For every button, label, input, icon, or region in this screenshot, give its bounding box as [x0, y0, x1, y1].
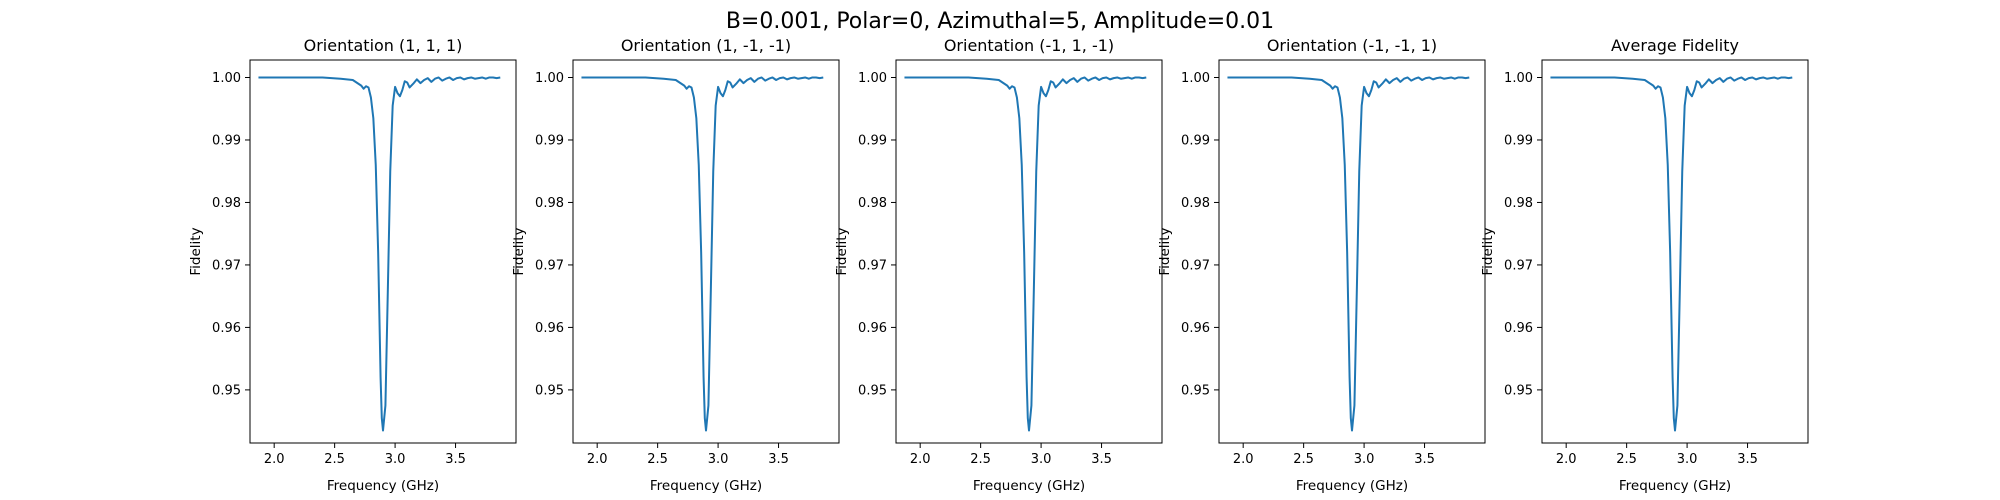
y-tick-label: 0.96 [1181, 321, 1210, 336]
fidelity-series-line [581, 76, 824, 432]
fidelity-series-line [258, 76, 501, 432]
x-axis-label: Frequency (GHz) [650, 478, 762, 494]
y-tick-label: 0.99 [1181, 133, 1210, 148]
subplot-3: Orientation (-1, 1, -1) 2.0 2.5 3.0 3.5 0.95 0… [834, 36, 1163, 494]
fidelity-series-line [1227, 76, 1470, 432]
axes-frame [1541, 59, 1809, 444]
x-tick-label: 2.5 [324, 452, 345, 467]
x-axis-label: Frequency (GHz) [1619, 478, 1731, 494]
y-tick-label: 0.95 [212, 383, 241, 398]
y-tick-label: 0.95 [535, 383, 564, 398]
x-tick-label: 3.0 [1677, 452, 1698, 467]
y-tick-label: 0.98 [1181, 196, 1210, 211]
y-tick-label: 0.96 [858, 321, 887, 336]
subplot-panels: Orientation (1, 1, 1) 2.0 2.5 3.0 3.5 0.95 0.9… [188, 36, 1809, 494]
y-tick-label: 0.97 [535, 258, 564, 273]
axes-frame [895, 59, 1163, 444]
x-axis-label: Frequency (GHz) [1296, 478, 1408, 494]
y-axis-label: Fidelity [834, 227, 850, 275]
y-tick-label: 0.99 [1504, 133, 1533, 148]
y-tick-label: 0.97 [1504, 258, 1533, 273]
y-tick-label: 0.97 [212, 258, 241, 273]
y-tick-label: 1.00 [1504, 71, 1533, 86]
figure-suptitle: B=0.001, Polar=0, Azimuthal=5, Amplitude… [726, 9, 1274, 34]
axes-frame [572, 59, 840, 444]
y-tick-label: 1.00 [1181, 71, 1210, 86]
y-axis-label: Fidelity [511, 227, 527, 275]
x-tick-label: 3.5 [445, 452, 466, 467]
y-tick-label: 0.98 [1504, 196, 1533, 211]
subplot-title: Orientation (1, 1, 1) [304, 36, 463, 55]
y-tick-label: 0.99 [858, 133, 887, 148]
x-tick-label: 3.0 [1031, 452, 1052, 467]
fidelity-series-line [904, 76, 1147, 432]
x-tick-label: 2.0 [1556, 452, 1577, 467]
y-tick-label: 0.99 [212, 133, 241, 148]
y-tick-label: 0.96 [212, 321, 241, 336]
y-tick-label: 0.95 [1504, 383, 1533, 398]
x-tick-label: 2.0 [1233, 452, 1254, 467]
subplot-5: Average Fidelity 2.0 2.5 3.0 3.5 0.95 0.96 0.97… [1480, 36, 1809, 494]
y-tick-label: 0.97 [1181, 258, 1210, 273]
subplot-4: Orientation (-1, -1, 1) 2.0 2.5 3.0 3.5 0.95 0… [1157, 36, 1486, 494]
x-tick-label: 2.5 [1293, 452, 1314, 467]
fidelity-series-line [1550, 76, 1793, 432]
x-tick-label: 2.5 [647, 452, 668, 467]
subplot-title: Average Fidelity [1611, 36, 1739, 55]
x-tick-label: 2.0 [587, 452, 608, 467]
axes-frame [249, 59, 517, 444]
x-tick-label: 2.5 [1616, 452, 1637, 467]
y-tick-label: 0.98 [535, 196, 564, 211]
x-tick-label: 2.5 [970, 452, 991, 467]
x-tick-label: 3.5 [1737, 452, 1758, 467]
y-tick-label: 0.99 [535, 133, 564, 148]
y-tick-label: 0.96 [535, 321, 564, 336]
y-tick-label: 0.95 [858, 383, 887, 398]
x-tick-label: 3.0 [385, 452, 406, 467]
x-tick-label: 3.5 [1414, 452, 1435, 467]
y-tick-label: 0.95 [1181, 383, 1210, 398]
subplot-title: Orientation (1, -1, -1) [621, 36, 791, 55]
subplot-title: Orientation (-1, 1, -1) [944, 36, 1114, 55]
y-tick-label: 1.00 [212, 71, 241, 86]
y-axis-label: Fidelity [1157, 227, 1173, 275]
x-tick-label: 3.5 [768, 452, 789, 467]
subplot-1: Orientation (1, 1, 1) 2.0 2.5 3.0 3.5 0.95 0.9… [188, 36, 517, 494]
axes-frame [1218, 59, 1486, 444]
y-tick-label: 1.00 [858, 71, 887, 86]
x-axis-label: Frequency (GHz) [973, 478, 1085, 494]
y-axis-label: Fidelity [188, 227, 204, 275]
y-tick-label: 0.96 [1504, 321, 1533, 336]
y-axis-label: Fidelity [1480, 227, 1496, 275]
y-tick-label: 1.00 [535, 71, 564, 86]
subplot-title: Orientation (-1, -1, 1) [1267, 36, 1437, 55]
x-tick-label: 3.5 [1091, 452, 1112, 467]
x-tick-label: 2.0 [264, 452, 285, 467]
x-tick-label: 3.0 [708, 452, 729, 467]
y-tick-label: 0.98 [212, 196, 241, 211]
x-tick-label: 2.0 [910, 452, 931, 467]
subplot-2: Orientation (1, -1, -1) 2.0 2.5 3.0 3.5 0.95 0… [511, 36, 840, 494]
x-tick-label: 3.0 [1354, 452, 1375, 467]
y-tick-label: 0.98 [858, 196, 887, 211]
x-axis-label: Frequency (GHz) [327, 478, 439, 494]
y-tick-label: 0.97 [858, 258, 887, 273]
